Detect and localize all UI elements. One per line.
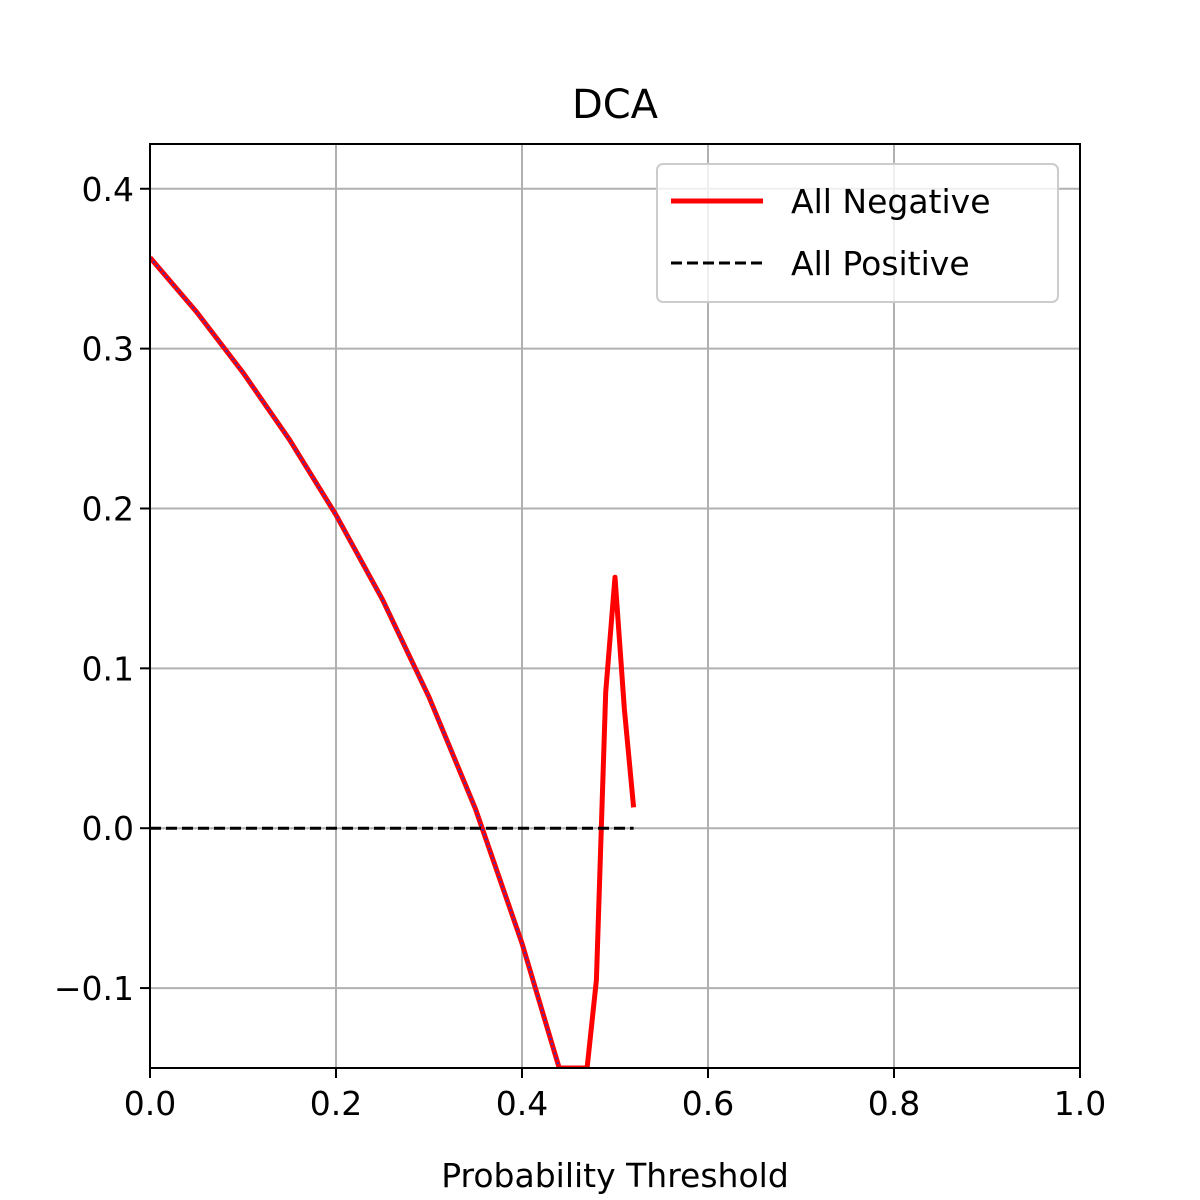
x-axis-label: Probability Threshold [441,1156,789,1195]
ticks: 0.0 0.2 0.4 0.6 0.8 1.0 −0.1 0.0 0.1 0.2 0.3 0.4 [54,170,1106,1123]
legend: All Negative All Positive [656,163,1059,303]
x-tick-label: 0.4 [496,1084,548,1123]
x-tick-label: 0.6 [682,1084,734,1123]
series-all-negative-line [150,255,637,1068]
y-tick-label: 0.2 [82,489,134,528]
x-tick-label: 0.2 [310,1084,362,1123]
series-overlay-dotted-line [150,256,561,1068]
x-tick-label: 1.0 [1054,1084,1106,1123]
x-tick-label: 0.8 [868,1084,920,1123]
legend-label-all-negative: All Negative [791,182,991,221]
y-tick-label: 0.1 [82,649,134,688]
plot-frame [149,143,1081,1069]
y-tick-label: 0.4 [82,170,134,209]
x-tick-label: 0.0 [124,1084,176,1123]
y-tick-label: 0.0 [82,809,134,848]
y-tick-label: −0.1 [54,969,134,1008]
chart-title: DCA [572,82,659,128]
y-tick-label: 0.3 [82,330,134,369]
legend-label-all-positive: All Positive [791,244,970,283]
series-layer [150,255,637,1068]
